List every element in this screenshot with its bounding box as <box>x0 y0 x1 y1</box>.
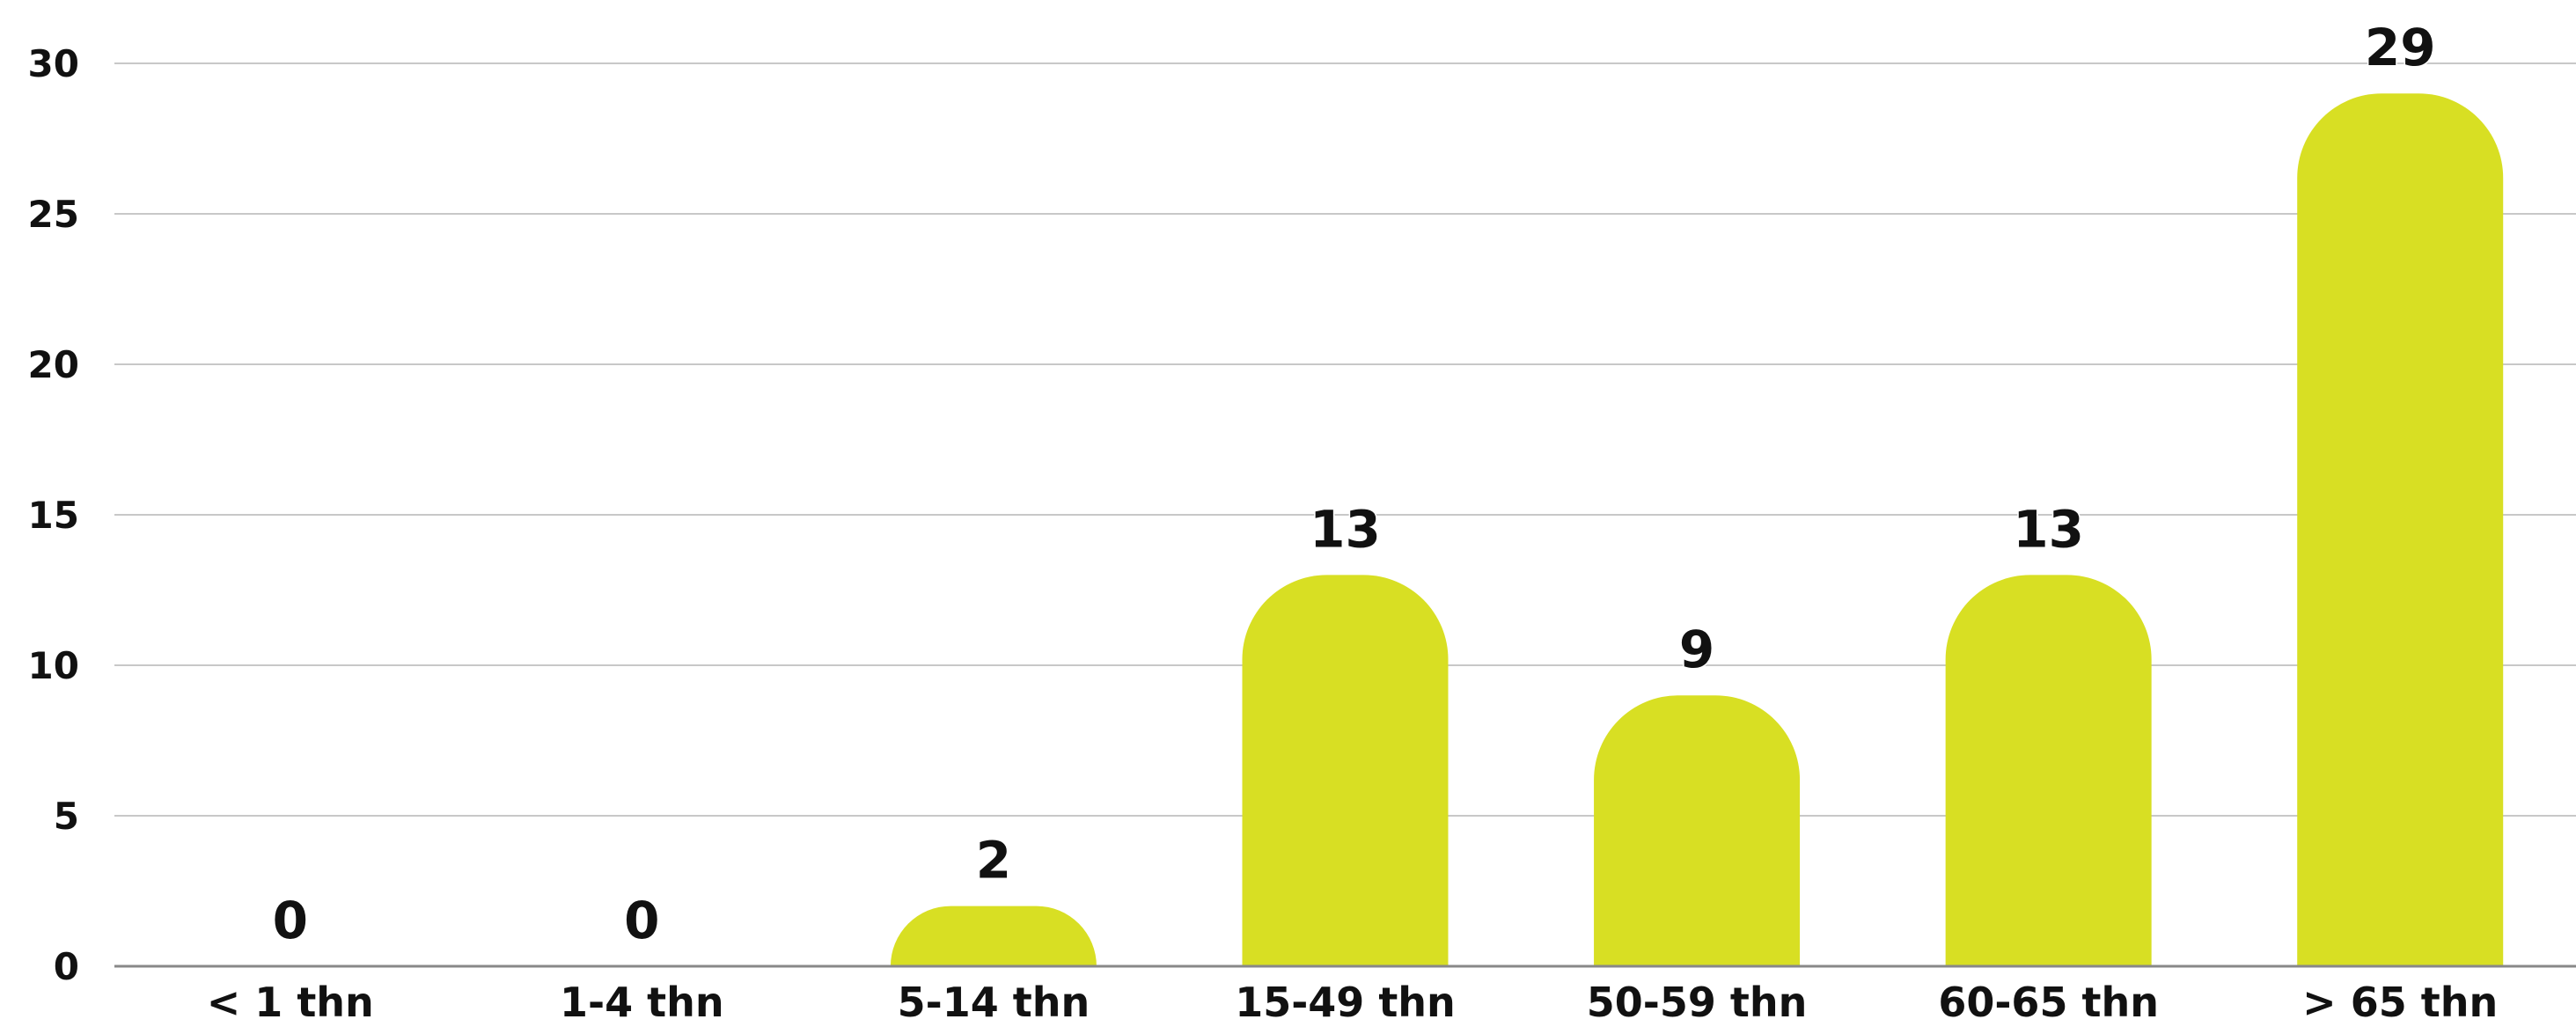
y-tick-label: 20 <box>28 343 79 386</box>
bar-value-label: 13 <box>2013 499 2084 559</box>
bar-value-label: 0 <box>624 891 659 950</box>
bar-value-label: 13 <box>1310 499 1381 559</box>
x-category-label: 60-65 thn <box>1938 979 2159 1026</box>
x-category-label: < 1 thn <box>207 979 374 1026</box>
x-category-label: 1-4 thn <box>560 979 724 1026</box>
bar-value-label: 9 <box>1679 620 1714 679</box>
x-category-label: > 65 thn <box>2302 979 2498 1026</box>
x-axis-category-labels: < 1 thn 1-4 thn 5-14 thn 15-49 thn 50-59 thn… <box>207 979 2499 1026</box>
bar <box>1945 575 2152 966</box>
y-tick-label: 30 <box>28 42 79 85</box>
bar <box>2297 93 2504 966</box>
bar-value-label: 29 <box>2365 18 2436 77</box>
gridlines <box>114 62 2576 817</box>
bar-value-label: 2 <box>976 831 1011 891</box>
bar <box>1594 695 1801 966</box>
x-category-label: 50-59 thn <box>1587 979 1808 1026</box>
bar <box>1242 575 1449 966</box>
y-tick-label: 0 <box>54 945 79 988</box>
x-category-label: 15-49 thn <box>1235 979 1456 1026</box>
y-tick-label: 10 <box>28 644 79 687</box>
x-category-label: 5-14 thn <box>898 979 1090 1026</box>
bar-value-labels: 0 0 2 13 9 13 29 <box>271 17 2437 952</box>
y-tick-label: 15 <box>28 494 79 537</box>
bar-value-label: 0 <box>273 891 308 950</box>
bar <box>890 906 1097 966</box>
y-tick-label: 25 <box>28 193 79 236</box>
bars <box>890 93 2504 966</box>
y-axis-tick-labels: 0 5 10 15 20 25 30 <box>28 42 79 988</box>
y-tick-label: 5 <box>54 795 79 838</box>
